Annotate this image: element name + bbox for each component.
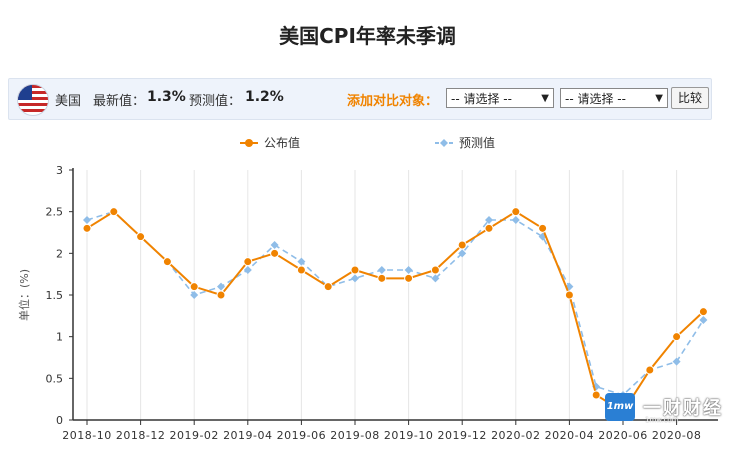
series-point — [323, 282, 333, 292]
series-point — [243, 257, 253, 267]
country-label: 美国 — [55, 94, 82, 109]
x-tick-label: 2019-08 — [330, 429, 379, 442]
series-point — [162, 257, 172, 267]
series-point — [564, 290, 574, 300]
series-point — [672, 357, 681, 366]
y-tick-label: 0.5 — [46, 372, 64, 385]
y-axis-label: 单位：(%) — [17, 269, 31, 321]
series-point — [190, 291, 199, 299]
x-tick-label: 2018-12 — [116, 429, 165, 442]
legend-label: 公布值 — [264, 135, 300, 150]
compare-select-1[interactable]: -- 请选择 -- ▼ — [446, 88, 554, 108]
series-point — [458, 249, 467, 258]
legend-label: 预测值 — [459, 135, 495, 150]
chevron-down-icon: ▼ — [541, 93, 549, 104]
watermark-logo: 1mw — [605, 393, 635, 421]
latest-value-label: 最新值： — [93, 94, 146, 109]
series-point — [83, 216, 91, 224]
series-point — [82, 223, 92, 233]
series-point — [511, 216, 520, 224]
series-point — [136, 232, 146, 242]
series-point — [591, 390, 601, 400]
compare-select-1-value: -- 请选择 -- — [451, 92, 512, 106]
compare-select-2[interactable]: -- 请选择 -- ▼ — [560, 88, 668, 108]
watermark-url: 1mw.com — [645, 416, 679, 424]
series-point — [350, 265, 360, 275]
x-tick-label: 2020-08 — [652, 429, 701, 442]
series-point — [270, 248, 280, 258]
x-tick-label: 2020-04 — [545, 429, 594, 442]
series-point — [511, 207, 521, 217]
series-point — [430, 265, 440, 275]
series-point — [404, 266, 413, 274]
compare-button[interactable]: 比较 — [671, 87, 709, 109]
series-point — [296, 265, 306, 275]
series-point — [109, 207, 119, 217]
series-point — [698, 307, 708, 317]
series-point — [297, 257, 306, 266]
legend-marker — [245, 139, 253, 147]
forecast-value: 1.2% — [245, 89, 284, 105]
chevron-down-icon: ▼ — [655, 93, 663, 104]
x-tick-label: 2019-02 — [169, 429, 218, 442]
series-point — [538, 223, 548, 233]
watermark-text: 一财财经 — [643, 398, 723, 419]
us-flag-icon — [17, 84, 49, 116]
y-tick-label: 1 — [56, 331, 63, 344]
chart-title: 美国CPI年率未季调 — [279, 24, 456, 48]
series-point — [457, 240, 467, 250]
watermark: 1mw 一财财经 1mw.com — [605, 393, 725, 424]
latest-value: 1.3% — [147, 89, 186, 105]
series-point — [645, 365, 655, 375]
series-point — [377, 266, 386, 274]
x-tick-label: 2019-06 — [277, 429, 326, 442]
series-line — [86, 210, 705, 396]
series-point — [699, 316, 708, 324]
x-tick-label: 2019-04 — [223, 429, 272, 442]
series-point — [216, 290, 226, 300]
series-point — [217, 282, 225, 291]
series-point — [351, 274, 359, 283]
series-point — [404, 273, 414, 283]
series-point — [270, 241, 279, 249]
series-point — [377, 273, 387, 283]
x-tick-label: 2018-10 — [62, 429, 111, 442]
series-point — [431, 274, 440, 283]
y-tick-label: 1.5 — [46, 289, 64, 302]
x-tick-label: 2020-02 — [491, 429, 540, 442]
series-point — [484, 223, 494, 233]
y-tick-label: 2 — [56, 247, 63, 260]
info-bar: 美国 最新值： 1.3% 预测值： 1.2% 添加对比对象： -- 请选择 --… — [8, 78, 712, 120]
add-compare-label: 添加对比对象： — [347, 94, 439, 109]
x-tick-label: 2019-10 — [384, 429, 433, 442]
legend-marker — [440, 139, 448, 147]
y-tick-label: 2.5 — [46, 206, 64, 219]
series-point — [243, 266, 252, 274]
series-point — [672, 332, 682, 342]
x-tick-label: 2019-12 — [437, 429, 486, 442]
series-line — [86, 210, 705, 414]
forecast-value-label: 预测值： — [189, 94, 242, 109]
compare-select-2-value: -- 请选择 -- — [565, 92, 626, 106]
series-point — [189, 282, 199, 292]
y-tick-label: 0 — [56, 414, 63, 427]
x-tick-label: 2020-06 — [598, 429, 647, 442]
y-tick-label: 3 — [56, 164, 63, 177]
series-point — [485, 216, 493, 224]
